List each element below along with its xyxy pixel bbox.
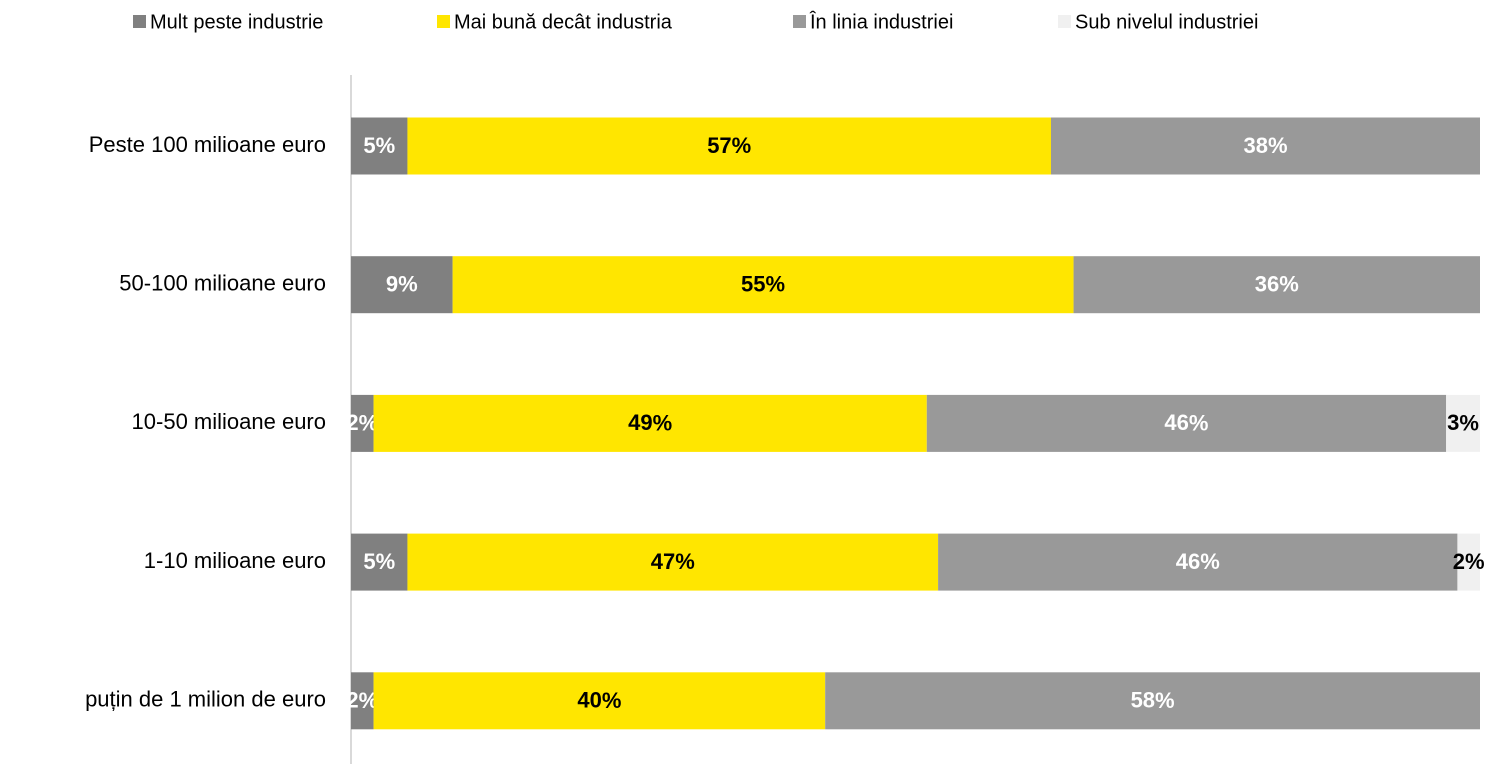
data-label: 46%	[1164, 410, 1208, 435]
category-label: 50-100 milioane euro	[119, 271, 326, 296]
category-label: 1-10 milioane euro	[144, 548, 326, 573]
data-label: 47%	[651, 549, 695, 574]
bar-segment	[373, 672, 826, 730]
data-label: 5%	[363, 133, 395, 158]
data-label: 2%	[1453, 549, 1485, 574]
legend-marker	[133, 15, 146, 28]
data-label: 58%	[1131, 688, 1175, 713]
data-label: 5%	[363, 549, 395, 574]
bar-segment	[351, 533, 408, 591]
data-label: 38%	[1243, 133, 1287, 158]
data-label: 49%	[628, 410, 672, 435]
data-label: 57%	[707, 133, 751, 158]
data-label: 2%	[346, 688, 378, 713]
legend-marker	[1058, 15, 1071, 28]
bar-segment	[452, 256, 1074, 314]
legend-label: Mai bună decât industria	[454, 11, 673, 33]
bar-segment	[1073, 256, 1480, 314]
legend-label: Mult peste industrie	[150, 11, 323, 33]
bar-segment	[351, 256, 453, 314]
bar-segment	[351, 672, 374, 730]
data-label: 3%	[1447, 410, 1479, 435]
data-label: 36%	[1255, 272, 1299, 297]
bar-segment	[373, 394, 927, 452]
bar-segment	[407, 117, 1051, 175]
data-label: 46%	[1176, 549, 1220, 574]
bar-segment	[407, 533, 939, 591]
bar-segment	[351, 117, 408, 175]
data-label: 9%	[386, 272, 418, 297]
legend-label: În linia industriei	[809, 10, 953, 33]
bar-segment	[926, 394, 1447, 452]
category-label: Peste 100 milioane euro	[89, 132, 326, 157]
data-label: 55%	[741, 272, 785, 297]
data-label: 40%	[577, 688, 621, 713]
legend-marker	[793, 15, 806, 28]
category-label: puțin de 1 milion de euro	[85, 687, 326, 712]
bar-segment	[938, 533, 1458, 591]
bar-segment	[825, 672, 1480, 730]
legend-label: Sub nivelul industriei	[1075, 11, 1258, 33]
bar-segment	[1050, 117, 1480, 175]
category-label: 10-50 milioane euro	[132, 409, 326, 434]
legend-marker	[437, 15, 450, 28]
bar-segment	[1457, 533, 1480, 591]
data-label: 2%	[346, 410, 378, 435]
bar-segment	[351, 394, 374, 452]
bar-segment	[1446, 394, 1480, 452]
